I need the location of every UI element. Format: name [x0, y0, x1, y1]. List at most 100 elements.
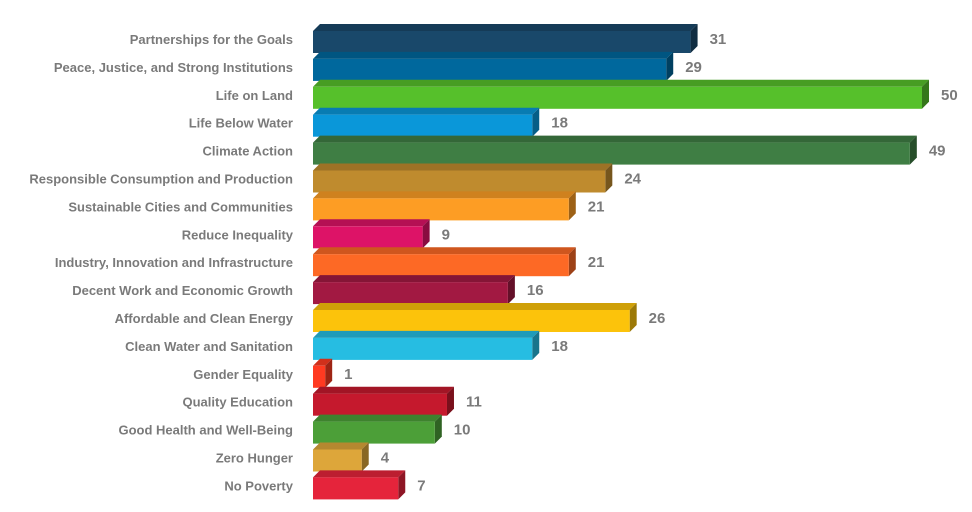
bar-group: Good Health and Well-Being 10 — [118, 414, 471, 444]
bar-top-face — [313, 470, 406, 478]
category-label: Good Health and Well-Being — [118, 423, 293, 438]
bar-side-face — [629, 303, 637, 332]
bar-group: Decent Work and Economic Growth 16 — [72, 275, 544, 305]
value-label: 29 — [685, 59, 702, 76]
bar — [313, 31, 691, 53]
value-label: 7 — [417, 477, 425, 494]
value-label: 49 — [929, 143, 946, 160]
bar-top-face — [313, 219, 430, 227]
bar-side-face — [532, 107, 540, 137]
value-label: 31 — [710, 31, 727, 48]
bar-side-face — [922, 79, 929, 109]
category-label: Decent Work and Economic Growth — [72, 283, 293, 298]
bar-group: Quality Education 11 — [182, 386, 482, 416]
bar-group: Climate Action 49 — [202, 135, 946, 165]
bar — [313, 477, 399, 500]
value-label: 11 — [466, 394, 482, 411]
category-label: Climate Action — [202, 144, 293, 159]
bar-group: Partnerships for the Goals 31 — [130, 24, 727, 53]
category-label: Industry, Innovation and Infrastructure — [55, 255, 293, 270]
bar-top-face — [313, 107, 540, 115]
bar-side-face — [398, 470, 406, 500]
bar-side-face — [666, 51, 674, 81]
bar-group: Gender Equality 1 — [193, 358, 353, 388]
category-label: Affordable and Clean Energy — [115, 311, 294, 326]
category-label: Life on Land — [216, 88, 293, 103]
bar-top-face — [313, 24, 698, 31]
value-label: 18 — [551, 338, 568, 355]
value-label: 4 — [381, 450, 390, 467]
bar — [313, 58, 667, 81]
category-label: Sustainable Cities and Communities — [68, 199, 293, 214]
bar-top-face — [313, 386, 454, 394]
bar-side-face — [605, 163, 613, 193]
value-label: 21 — [588, 198, 605, 215]
bar — [313, 310, 630, 332]
value-label: 10 — [454, 422, 471, 439]
bar — [313, 254, 569, 277]
bar-side-face — [361, 442, 369, 472]
category-label: Quality Education — [182, 395, 293, 410]
bar-group: Sustainable Cities and Communities 21 — [68, 191, 605, 221]
bar — [313, 365, 326, 388]
bar — [313, 393, 447, 416]
value-label: 26 — [649, 310, 666, 327]
category-label: Clean Water and Sanitation — [125, 339, 293, 354]
bar — [313, 421, 435, 444]
bar-top-face — [313, 51, 674, 59]
bar-group: Affordable and Clean Energy 26 — [115, 303, 666, 332]
bar-group: Reduce Inequality 9 — [182, 219, 450, 249]
bar-top-face — [313, 358, 333, 366]
bar-top-face — [313, 442, 369, 450]
bar-side-face — [909, 135, 917, 165]
bar-side-face — [325, 358, 333, 388]
bar-group: No Poverty 7 — [224, 470, 426, 500]
bar-top-face — [313, 163, 613, 171]
bar-side-face — [422, 219, 430, 249]
bar-group: Industry, Innovation and Infrastructure 2… — [55, 247, 605, 277]
category-label: Partnerships for the Goals — [130, 32, 293, 47]
category-label: Peace, Justice, and Strong Institutions — [54, 60, 293, 75]
bar — [313, 449, 362, 472]
bar — [313, 198, 569, 221]
category-label: No Poverty — [224, 478, 293, 493]
bar — [313, 114, 533, 137]
value-label: 18 — [551, 115, 568, 132]
bar-group: Zero Hunger 4 — [216, 442, 390, 472]
value-label: 9 — [442, 226, 450, 243]
value-label: 21 — [588, 254, 605, 271]
bar-group: Life on Land 50 — [216, 79, 958, 109]
value-label: 16 — [527, 282, 544, 299]
bar-side-face — [446, 386, 454, 416]
bar-top-face — [313, 275, 515, 283]
bar-group: Life Below Water 18 — [189, 107, 568, 137]
bar — [313, 142, 910, 165]
value-label: 1 — [344, 366, 352, 383]
bar-group: Responsible Consumption and Production 24 — [29, 163, 642, 193]
bar — [313, 170, 606, 193]
bar-side-face — [690, 24, 698, 53]
category-label: Life Below Water — [189, 116, 293, 131]
bar — [313, 282, 508, 305]
bar-top-face — [313, 330, 540, 338]
bar-side-face — [507, 275, 515, 305]
bar-group: Peace, Justice, and Strong Institutions 2… — [54, 51, 702, 81]
bar-top-face — [313, 191, 576, 199]
bar-side-face — [568, 247, 576, 277]
bar-top-face — [313, 135, 917, 143]
category-label: Zero Hunger — [216, 451, 293, 466]
bar-top-face — [313, 414, 442, 422]
bar-side-face — [434, 414, 442, 444]
category-label: Responsible Consumption and Production — [29, 172, 293, 187]
bar — [313, 226, 423, 249]
value-label: 24 — [624, 171, 641, 188]
bar-side-face — [532, 330, 540, 360]
bar-top-face — [313, 247, 576, 255]
bar-group: Clean Water and Sanitation 18 — [125, 330, 568, 360]
bar-top-face — [313, 79, 929, 87]
bar-top-face — [313, 303, 637, 310]
value-label: 50 — [941, 87, 958, 104]
category-label: Gender Equality — [193, 367, 293, 382]
